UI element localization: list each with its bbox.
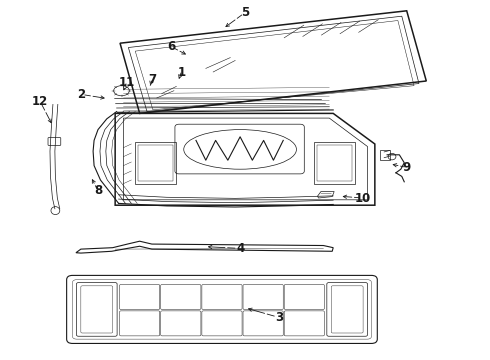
Text: 9: 9 [403,161,411,174]
Text: 1: 1 [177,66,185,78]
Text: 4: 4 [236,242,244,255]
Text: 10: 10 [354,192,371,204]
Text: 3: 3 [275,311,283,324]
Text: 8: 8 [94,184,102,197]
Text: 11: 11 [118,76,135,89]
Text: 7: 7 [148,73,156,86]
Text: 6: 6 [168,40,175,53]
Text: 5: 5 [241,6,249,19]
Text: 2: 2 [77,88,85,101]
Text: 12: 12 [32,95,49,108]
